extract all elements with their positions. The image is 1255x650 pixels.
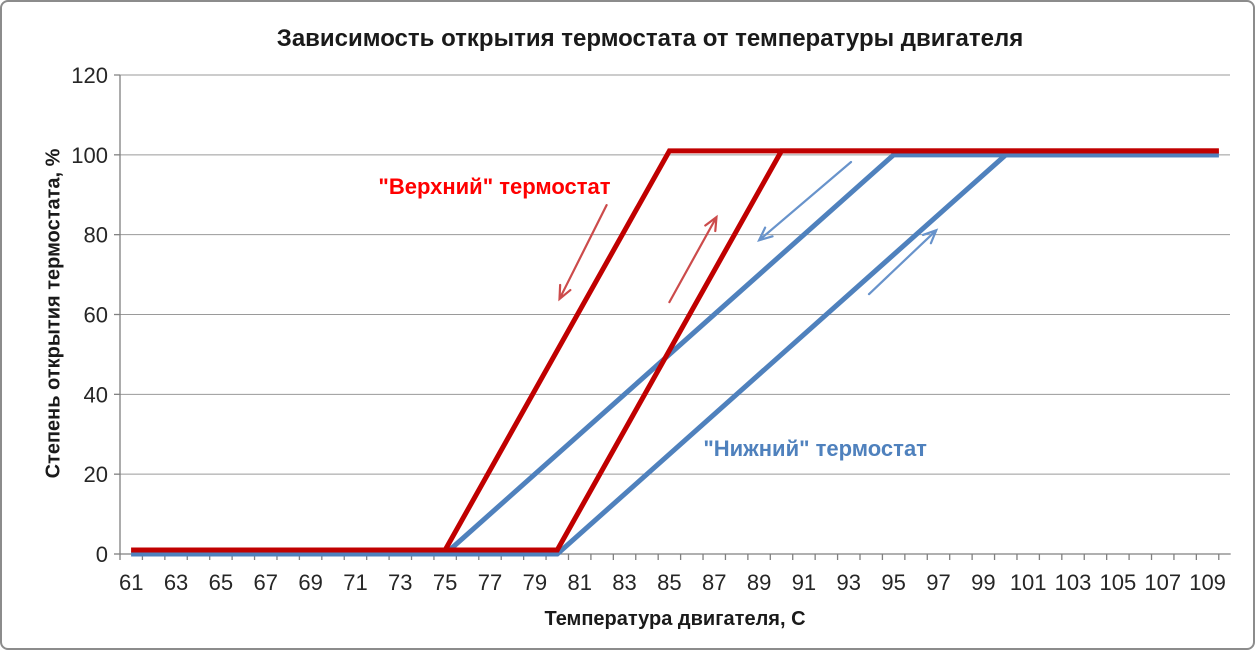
- x-tick-label: 101: [1010, 570, 1047, 595]
- x-tick-label: 81: [567, 570, 591, 595]
- x-tick-label: 65: [209, 570, 233, 595]
- y-tick-label: 40: [84, 382, 108, 407]
- arrow-upper-heating-arrow: [668, 214, 718, 304]
- upper-thermostat-label: "Верхний" термостат: [378, 174, 611, 200]
- x-tick-label: 105: [1100, 570, 1137, 595]
- series-lower-thermostat-opening: [131, 152, 1219, 557]
- y-tick-label: 120: [71, 63, 108, 88]
- x-tick-label: 109: [1189, 570, 1226, 595]
- x-tick-label: 95: [881, 570, 905, 595]
- x-tick-label: 69: [298, 570, 322, 595]
- x-tick-label: 67: [254, 570, 278, 595]
- x-tick-label: 73: [388, 570, 412, 595]
- y-tick-label: 60: [84, 303, 108, 328]
- x-tick-label: 97: [926, 570, 950, 595]
- lower-thermostat-label: "Нижний" термостат: [703, 436, 927, 462]
- y-tick-label: 100: [71, 143, 108, 168]
- x-tick-label: 77: [478, 570, 502, 595]
- series-lower-thermostat-closing: [131, 152, 1219, 557]
- x-tick-label: 75: [433, 570, 457, 595]
- chart-title: Зависимость открытия термостата от темпе…: [276, 25, 1024, 52]
- x-tick-label: 85: [657, 570, 681, 595]
- y-axis-title: Степень открытия термостата, %: [42, 148, 65, 479]
- y-tick-label: 80: [84, 223, 108, 248]
- x-tick-label: 99: [971, 570, 995, 595]
- arrow-lower-cooling-arrow: [757, 160, 853, 243]
- x-tick-label: 71: [343, 570, 367, 595]
- x-tick-label: 103: [1055, 570, 1092, 595]
- y-tick-label: 0: [96, 542, 108, 567]
- x-tick-label: 93: [837, 570, 861, 595]
- x-tick-label: 83: [612, 570, 636, 595]
- x-tick-label: 91: [792, 570, 816, 595]
- x-axis-title: Температура двигателя, С: [544, 608, 806, 630]
- series-upper-thermostat-opening: [131, 148, 1219, 553]
- x-tick-label: 61: [119, 570, 143, 595]
- y-tick-label: 20: [84, 462, 108, 487]
- x-tick-label: 79: [523, 570, 547, 595]
- x-tick-label: 107: [1144, 570, 1181, 595]
- x-tick-label: 87: [702, 570, 726, 595]
- x-tick-label: 63: [164, 570, 188, 595]
- x-tick-label: 89: [747, 570, 771, 595]
- arrow-upper-cooling-arrow: [558, 204, 608, 302]
- arrow-lower-heating-arrow: [867, 228, 939, 296]
